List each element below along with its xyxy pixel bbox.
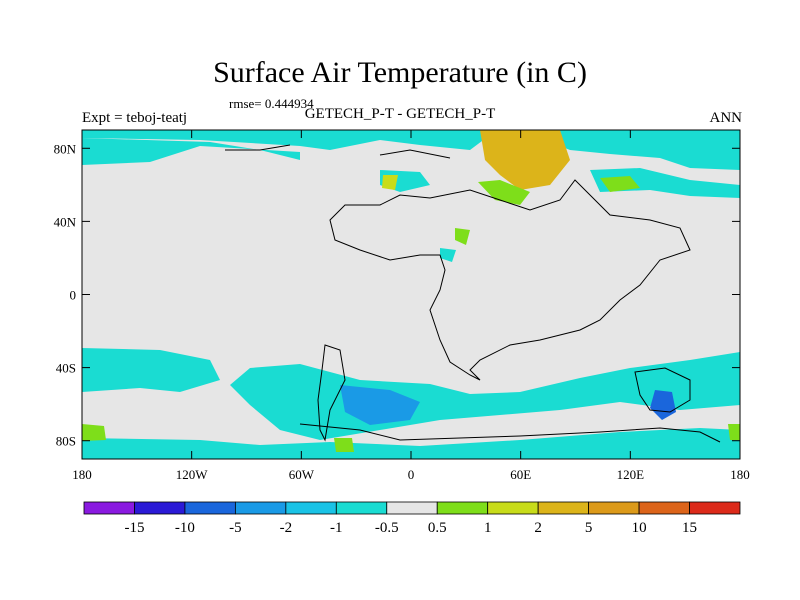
arctic-cool-region: [82, 138, 300, 165]
eurasia-yellow-patch: [382, 175, 398, 190]
small-cyan-patch: [440, 248, 456, 262]
y-tick-label: 80S: [56, 434, 76, 449]
y-tick-label: 80N: [54, 141, 77, 156]
coastline: [299, 423, 721, 443]
colorbar-swatch: [689, 501, 741, 515]
colorbar-label: 10: [632, 520, 647, 536]
colorbar-label: 0.5: [428, 520, 447, 536]
colorbar-swatch: [335, 501, 388, 515]
coastline: [634, 367, 691, 413]
colorbar-swatch: [487, 501, 539, 515]
colorbar-label: -15: [124, 520, 144, 536]
y-axis: 80N 40N 0 40S 80S: [54, 141, 740, 449]
x-tick-label: 60E: [510, 467, 531, 482]
colorbar-swatch: [537, 501, 590, 515]
antarctic-green-patch: [82, 424, 106, 441]
colorbar-swatch: [285, 501, 337, 515]
colorbar-label: -10: [175, 520, 195, 536]
colorbar-label: 5: [585, 520, 593, 536]
coastline: [329, 179, 691, 381]
colorbar-swatch: [588, 501, 640, 515]
y-tick-label: 40N: [54, 214, 77, 229]
colorbar-swatch: [386, 501, 438, 515]
colorbar-label: 15: [682, 520, 697, 536]
southern-cyan-band: [82, 348, 220, 392]
colorbar-swatch: [638, 501, 690, 515]
eurasia-green-patch: [478, 180, 530, 205]
x-tick-label: 180: [730, 467, 750, 482]
coastline: [379, 149, 451, 159]
colorbar-label: -5: [229, 520, 242, 536]
colorbar-label: 1: [484, 520, 492, 536]
y-tick-label: 0: [70, 288, 77, 303]
comparison-label: GETECH_P-T - GETECH_P-T: [304, 106, 496, 122]
x-tick-label: 120W: [176, 467, 209, 482]
antarctic-cyan-band: [82, 428, 740, 459]
season-label: ANN: [709, 110, 743, 126]
siberia-warm-region: [480, 130, 570, 190]
coastline: [317, 344, 346, 442]
antarctic-green-patch: [728, 424, 740, 440]
x-tick-label: 120E: [617, 467, 645, 482]
colorbar-swatch: [134, 501, 186, 515]
antarctic-green-patch: [334, 438, 354, 452]
southern-blue-core: [340, 385, 420, 425]
eurasia-green-patch: [455, 228, 470, 245]
north-east-cyan: [590, 168, 740, 198]
x-axis: 180 120W 60W 0 60E 120E 180: [72, 130, 750, 482]
colorbar-label: -1: [330, 520, 343, 536]
colorbar-swatch: [234, 501, 287, 515]
north-cyan-band: [82, 130, 740, 170]
chart-title: Surface Air Temperature (in C): [213, 56, 587, 89]
colorbar-swatch: [184, 501, 236, 515]
colorbar-swatch: [83, 501, 135, 515]
x-tick-label: 180: [72, 467, 92, 482]
rmse-label: rmse= 0.444934: [229, 96, 314, 111]
colorbar-label: 2: [534, 520, 542, 536]
map-field: [82, 130, 740, 459]
colorbar-label: -2: [280, 520, 293, 536]
southern-deep-blue: [650, 390, 676, 420]
coastlines: [225, 144, 721, 443]
colorbar: -15 -10 -5 -2 -1 -0.5 0.5 1 2 5 10 15: [83, 501, 741, 536]
colorbar-label: -0.5: [375, 520, 399, 536]
experiment-label: Expt = teboj-teatj: [82, 110, 188, 126]
y-tick-label: 40S: [56, 361, 76, 376]
x-tick-label: 60W: [289, 467, 315, 482]
x-tick-label: 0: [408, 467, 415, 482]
colorbar-swatch: [436, 501, 489, 515]
coastline: [225, 144, 291, 151]
eurasia-green-patch: [600, 176, 640, 192]
